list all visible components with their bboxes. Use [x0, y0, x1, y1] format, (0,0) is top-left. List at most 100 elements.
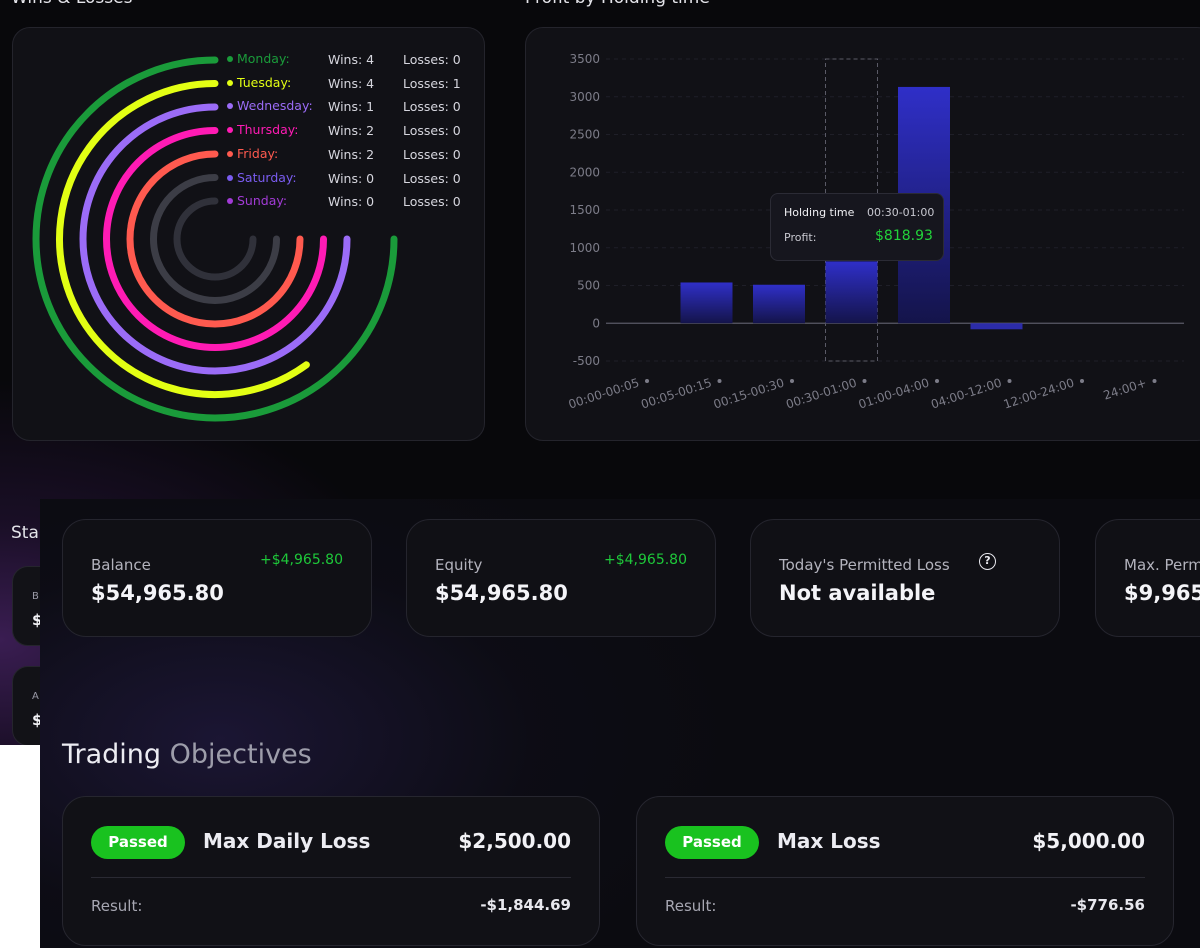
profit-holding-card: 3500 3000 2500 2000 1500 1000 500 0 -500 00:00-00… [525, 27, 1200, 441]
result-value: -$1,844.69 [480, 896, 571, 914]
legend-day: Thursday: [237, 122, 299, 138]
help-icon[interactable]: ? [979, 553, 996, 570]
x-tick-dot-icon [790, 379, 794, 383]
tooltip-holding-label: Holding time [784, 206, 855, 219]
profit-holding-title: Profit by Holding time [525, 0, 710, 8]
peek-card-label: B [32, 591, 39, 602]
equity-change: +$4,965.80 [604, 552, 687, 568]
legend-wins: Wins: 2 [328, 123, 375, 139]
legend-dot-icon [227, 103, 233, 110]
peek-card-value: $ [32, 711, 43, 729]
balance-change: +$4,965.80 [260, 552, 343, 568]
x-tick-label: 12:00-24:00 [1002, 376, 1076, 412]
objective-name: Max Daily Loss [203, 829, 371, 853]
radial-bar-chart [32, 56, 398, 422]
balance-card: Balance +$4,965.80 $54,965.80 [62, 519, 372, 637]
legend-day: Tuesday: [237, 74, 292, 90]
legend-losses: Losses: 0 [403, 146, 461, 162]
x-tick-dot-icon [935, 379, 939, 383]
legend-dot-icon [227, 127, 233, 134]
legend-day: Friday: [237, 145, 279, 161]
objective-amount: $2,500.00 [458, 829, 571, 853]
chart-tooltip: Holding time 00:30-01:00 Profit: $818.93 [770, 193, 944, 261]
y-tick-label: 3500 [569, 52, 600, 66]
objective-card-max-daily-loss: Passed Max Daily Loss $2,500.00 Result: … [62, 796, 600, 946]
peek-card-label: A [32, 691, 39, 702]
bar-04:00-12:00[interactable] [970, 323, 1023, 330]
tooltip-profit-value: $818.93 [875, 228, 933, 244]
legend-losses: Losses: 0 [403, 52, 461, 67]
permitted-loss-label: Today's Permitted Loss [779, 556, 950, 574]
objective-amount: $5,000.00 [1032, 829, 1145, 853]
wins-losses-card: Monday: Wins: 4 Losses: 0 Tuesday: Wins: 4 Lo… [12, 27, 485, 441]
y-tick-label: 3000 [569, 90, 600, 104]
bar-00:05-00:15[interactable] [680, 282, 733, 324]
profit-bar-chart[interactable]: 3500 3000 2500 2000 1500 1000 500 0 -500 00:00-00… [526, 28, 1200, 442]
result-value: -$776.56 [1070, 896, 1145, 914]
legend-wins: Wins: 2 [328, 146, 375, 162]
legend-wins: Wins: 0 [328, 170, 375, 186]
legend-wins: Wins: 4 [328, 52, 375, 67]
y-tick-label: 1000 [569, 241, 600, 255]
y-tick-label: 2000 [569, 165, 600, 179]
legend-wins: Wins: 1 [328, 99, 375, 115]
legend-losses: Losses: 0 [403, 123, 461, 139]
trading-objectives-title: Trading Objectives [62, 739, 312, 770]
radial-arc-monday[interactable] [32, 56, 398, 422]
radial-arc-saturday[interactable] [150, 174, 280, 304]
max-permitted-label: Max. Perm [1124, 556, 1200, 574]
legend-losses: Losses: 1 [403, 75, 461, 91]
peek-card-value: $ [32, 611, 43, 629]
x-tick-label: 24:00+ [1102, 376, 1149, 403]
radial-arc-sunday[interactable] [173, 197, 257, 281]
tooltip-profit-label: Profit: [784, 231, 817, 244]
radial-arc-tuesday[interactable] [56, 80, 310, 398]
y-tick-label: 0 [592, 316, 600, 330]
equity-card: Equity +$4,965.80 $54,965.80 [406, 519, 716, 637]
legend-day: Saturday: [237, 169, 297, 185]
max-permitted-loss-card: Max. Perm $9,965 [1095, 519, 1200, 637]
permitted-loss-card: Today's Permitted Loss ? Not available [750, 519, 1060, 637]
balance-value: $54,965.80 [91, 581, 224, 605]
x-tick-dot-icon [1152, 379, 1157, 383]
stats-peek-title: Sta [11, 523, 39, 543]
result-label: Result: [91, 897, 143, 915]
max-permitted-value: $9,965 [1124, 581, 1200, 605]
divider [665, 877, 1145, 878]
legend-losses: Losses: 0 [403, 99, 461, 115]
permitted-loss-value: Not available [779, 581, 936, 605]
objective-name: Max Loss [777, 829, 881, 853]
x-tick-dot-icon [862, 379, 867, 383]
y-tick-label: 1500 [569, 203, 600, 217]
bar-00:30-01:00[interactable] [825, 261, 878, 324]
divider [91, 877, 571, 878]
x-tick-label: 00:15-00:30 [712, 376, 786, 412]
legend-dot-icon [227, 198, 233, 205]
y-tick-label: 500 [577, 279, 600, 293]
legend-losses: Losses: 0 [403, 194, 461, 210]
radial-arc-friday[interactable] [126, 150, 304, 328]
x-tick-label: 04:00-12:00 [929, 376, 1003, 412]
objectives-title-part1: Trading [62, 739, 162, 770]
legend-day: Monday: [237, 51, 290, 66]
account-overview-panel: Balance +$4,965.80 $54,965.80 Equity +$4… [40, 499, 1200, 948]
y-tick-label: -500 [573, 354, 600, 368]
passed-badge: Passed [91, 826, 185, 859]
x-tick-label: 00:00-00:05 [567, 376, 641, 412]
tooltip-holding-value: 00:30-01:00 [867, 206, 935, 219]
wins-losses-title: Wins & Losses [11, 0, 132, 8]
legend-wins: Wins: 4 [328, 75, 375, 91]
legend-dot-icon [227, 150, 233, 157]
x-tick-dot-icon [1007, 379, 1012, 383]
radial-arc-thursday[interactable] [103, 127, 327, 351]
legend-day: Wednesday: [237, 98, 313, 114]
equity-label: Equity [435, 556, 483, 574]
objective-card-max-loss: Passed Max Loss $5,000.00 Result: -$776.… [636, 796, 1174, 946]
x-tick-dot-icon [645, 379, 649, 383]
bar-00:15-00:30[interactable] [753, 284, 805, 324]
dashboard-background: Wins & Losses Profit by Holding time Mon… [0, 0, 1200, 745]
radial-arc-wednesday[interactable] [79, 103, 351, 375]
equity-value: $54,965.80 [435, 581, 568, 605]
legend-day: Sunday: [237, 193, 288, 209]
result-label: Result: [665, 897, 717, 915]
